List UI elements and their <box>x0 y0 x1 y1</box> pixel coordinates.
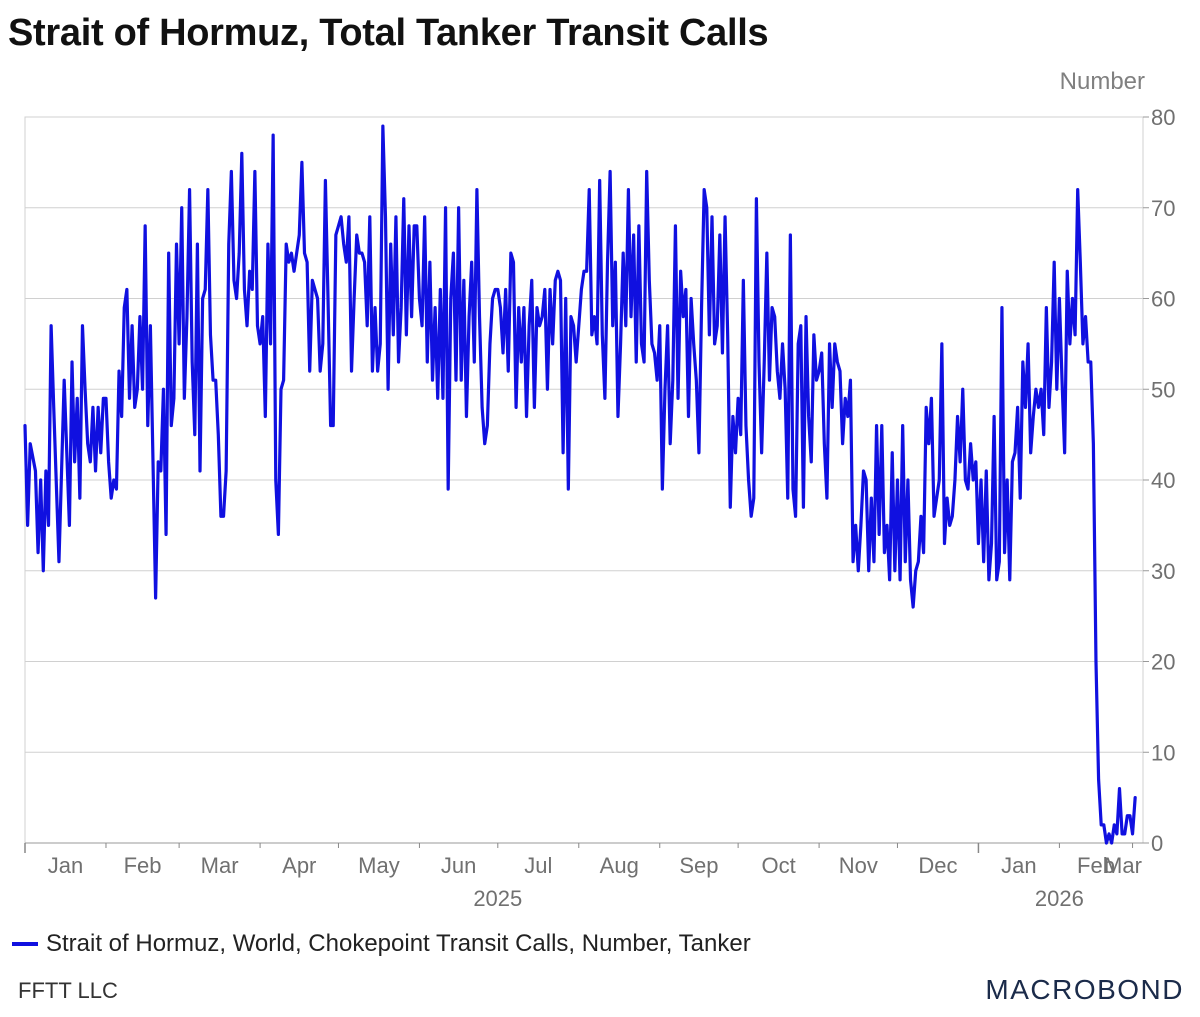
x-year-label: 2026 <box>1035 886 1084 911</box>
x-month-label: May <box>358 853 400 878</box>
legend-label: Strait of Hormuz, World, Chokepoint Tran… <box>46 930 751 957</box>
y-tick-label: 10 <box>1151 740 1175 765</box>
x-month-label: Feb <box>124 853 162 878</box>
series-line <box>23 124 1137 845</box>
x-month-label: Nov <box>839 853 878 878</box>
y-tick-label: 40 <box>1151 468 1175 493</box>
x-month-label: Jun <box>441 853 476 878</box>
y-axis-unit-label: Number <box>1059 68 1145 95</box>
macrobond-logo: MACROBOND <box>985 974 1184 1005</box>
y-tick-label: 50 <box>1151 377 1175 402</box>
x-month-label: Jan <box>48 853 83 878</box>
x-month-label: Mar <box>201 853 239 878</box>
x-month-label: Jul <box>524 853 552 878</box>
legend-swatch <box>12 942 38 946</box>
y-tick-label: 20 <box>1151 650 1175 675</box>
y-tick-label: 80 <box>1151 105 1175 130</box>
chart-title: Strait of Hormuz, Total Tanker Transit C… <box>8 12 769 54</box>
x-month-label: Apr <box>282 853 316 878</box>
x-month-label: Sep <box>679 853 718 878</box>
y-tick-label: 30 <box>1151 559 1175 584</box>
x-month-label: Feb <box>1077 853 1115 878</box>
y-tick-label: 60 <box>1151 287 1175 312</box>
x-month-label: Jan <box>1001 853 1036 878</box>
x-month-label: Mar <box>1104 853 1142 878</box>
x-month-label: Oct <box>761 853 795 878</box>
y-tick-label: 70 <box>1151 196 1175 221</box>
chart-legend: Strait of Hormuz, World, Chokepoint Tran… <box>12 930 751 958</box>
x-month-label: Dec <box>918 853 957 878</box>
source-label: FFTT LLC <box>18 978 118 1003</box>
x-year-label: 2025 <box>473 886 522 911</box>
x-month-label: Aug <box>600 853 639 878</box>
y-tick-label: 0 <box>1151 831 1163 856</box>
